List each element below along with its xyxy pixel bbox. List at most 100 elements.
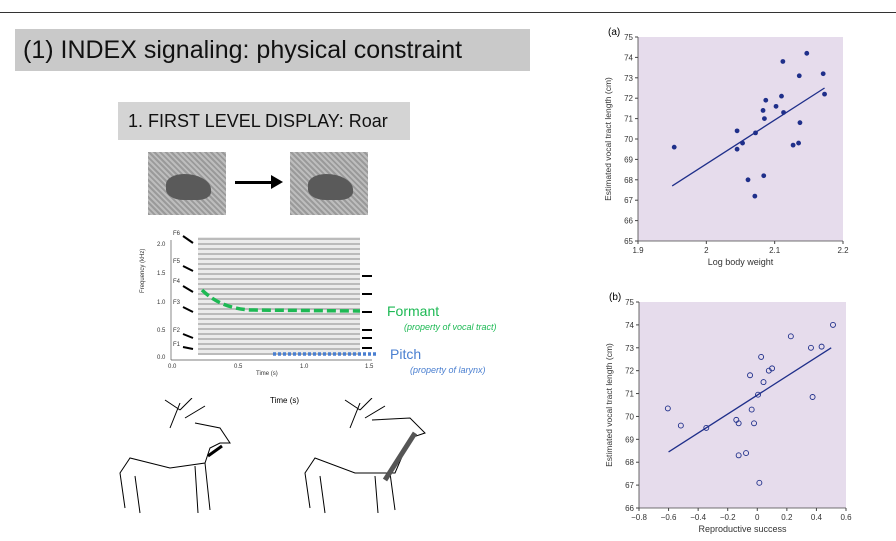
data-point xyxy=(743,450,749,457)
y-tick-label: 73 xyxy=(624,74,633,83)
y-tick-label: 68 xyxy=(624,176,633,185)
formant-label: F2 xyxy=(173,328,181,334)
formant-label: F1 xyxy=(173,342,181,348)
data-point xyxy=(735,420,742,427)
y-tick-label: 75 xyxy=(624,33,633,42)
x-tick: 1.5 xyxy=(365,364,374,370)
pitch-label-text: Pitch xyxy=(390,346,422,362)
data-point xyxy=(830,321,836,328)
x-axis-label: Reproductive success xyxy=(698,524,787,534)
formant-note: (property of vocal tract) xyxy=(404,322,497,332)
x-tick-label: −0.4 xyxy=(690,513,706,522)
y-tick-label: 71 xyxy=(624,115,633,124)
data-point xyxy=(751,420,757,427)
formant-label-text: Formant xyxy=(387,303,440,319)
data-point xyxy=(734,128,740,134)
deer-photo-before xyxy=(148,152,226,215)
data-point xyxy=(769,365,776,372)
data-point xyxy=(780,59,786,64)
data-point xyxy=(809,394,816,400)
deer-photo-after xyxy=(290,152,368,215)
x-tick-label: −0.6 xyxy=(661,513,677,522)
panel-label: (b) xyxy=(609,292,621,303)
formant-label: F4 xyxy=(173,279,181,285)
y-tick-label: 66 xyxy=(624,217,633,226)
deer-drawing-resting xyxy=(119,398,231,514)
y-tick-label: 65 xyxy=(624,237,633,246)
data-point xyxy=(755,391,761,398)
x-tick-label: 1.9 xyxy=(632,246,644,255)
y-tick-label: 66 xyxy=(625,504,634,513)
data-point xyxy=(804,50,810,56)
y-tick-label: 67 xyxy=(624,196,633,205)
y-tick-label: 69 xyxy=(625,435,634,444)
deer-illustrations xyxy=(119,398,426,514)
spectrogram-image xyxy=(198,237,360,355)
data-point xyxy=(790,142,796,148)
data-point xyxy=(822,91,827,97)
data-point xyxy=(762,116,767,121)
y-tick-label: 71 xyxy=(625,390,634,399)
y-tick-label: 74 xyxy=(624,53,633,62)
y-tick: 1.5 xyxy=(157,271,166,277)
data-point xyxy=(664,405,671,412)
data-point xyxy=(763,97,769,103)
data-point xyxy=(796,73,802,79)
x-tick-label: 2.2 xyxy=(837,246,849,255)
y-axis-label: Estimated vocal tract length (cm) xyxy=(603,77,613,201)
x-tick-label: 0.4 xyxy=(811,513,823,522)
data-point xyxy=(779,93,784,99)
fit-line xyxy=(671,87,825,187)
data-point xyxy=(760,379,767,386)
data-point xyxy=(747,372,753,379)
data-point xyxy=(797,120,803,126)
x-axis-label: Log body weight xyxy=(708,257,774,267)
data-point xyxy=(734,146,740,152)
top-divider xyxy=(0,12,896,13)
data-point xyxy=(787,333,794,340)
formant-label: F3 xyxy=(173,300,181,306)
y-tick-label: 75 xyxy=(625,298,634,307)
data-point xyxy=(671,144,677,150)
x-tick-label: −0.2 xyxy=(720,513,736,522)
data-point xyxy=(773,103,779,109)
time-label: Time (s) xyxy=(270,396,300,405)
data-point xyxy=(753,130,758,136)
plot-area xyxy=(638,37,843,241)
pitch-note: (property of larynx) xyxy=(410,365,486,375)
x-tick-label: 2.1 xyxy=(769,246,781,255)
y-tick: 1.0 xyxy=(157,300,166,306)
arrow-icon xyxy=(235,175,283,189)
data-point xyxy=(745,177,751,183)
y-tick: 0.0 xyxy=(157,355,166,361)
data-point xyxy=(781,110,786,115)
y-tick: 0.5 xyxy=(157,328,166,334)
formant-line xyxy=(200,288,361,313)
data-point xyxy=(703,424,710,431)
data-point xyxy=(677,422,684,429)
x-tick: 0.0 xyxy=(168,364,177,370)
y-tick-label: 68 xyxy=(625,458,634,467)
y-axis-label: Estimated vocal tract length (cm) xyxy=(604,343,614,467)
data-point xyxy=(818,343,825,350)
formant-label: F5 xyxy=(173,259,181,265)
x-tick: 0.5 xyxy=(234,364,243,370)
x-tick-label: 0.2 xyxy=(781,513,793,522)
y-tick-label: 73 xyxy=(625,344,634,353)
slide-subtitle: 1. FIRST LEVEL DISPLAY: Roar xyxy=(118,102,410,140)
data-point xyxy=(808,344,814,351)
data-point xyxy=(760,108,766,113)
panel-label: (a) xyxy=(608,27,620,38)
slide-title: (1) INDEX signaling: physical constraint xyxy=(15,29,530,71)
y-tick-label: 70 xyxy=(625,412,634,421)
y-tick-label: 72 xyxy=(624,94,633,103)
x-tick-label: 0 xyxy=(755,513,760,522)
data-point xyxy=(796,140,801,146)
formant-label: F6 xyxy=(173,231,181,237)
data-point xyxy=(761,173,767,179)
data-point xyxy=(820,71,826,77)
fit-line xyxy=(668,347,832,453)
